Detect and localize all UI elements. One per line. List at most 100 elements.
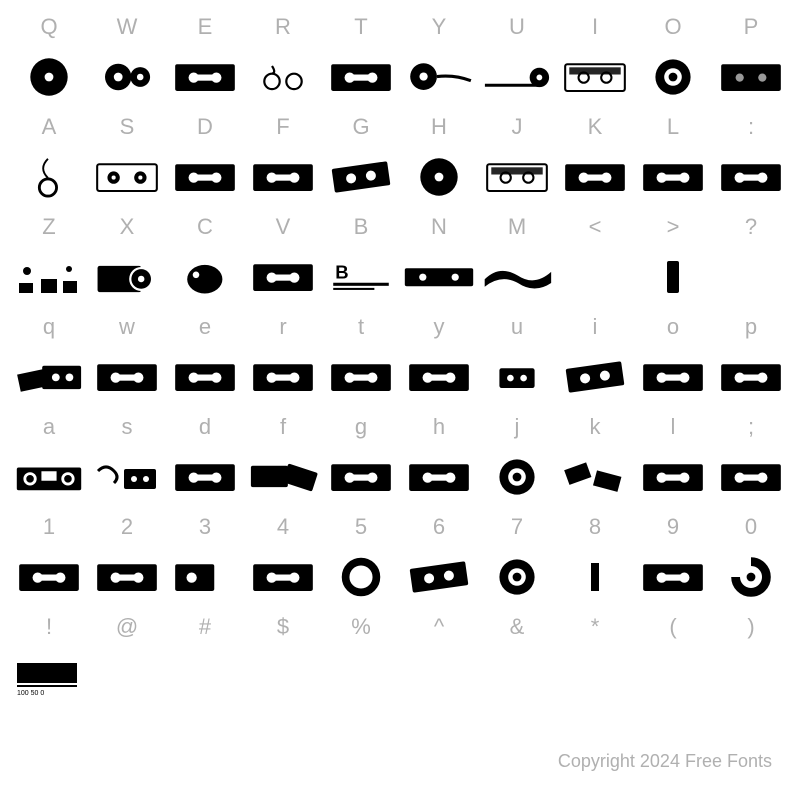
char-label: G bbox=[352, 106, 369, 148]
charmap-cell: p bbox=[712, 306, 790, 406]
glyph-cassette bbox=[322, 348, 400, 406]
charmap-cell: @ bbox=[88, 606, 166, 706]
glyph-meter: 100 50 0 bbox=[10, 648, 88, 706]
char-label: N bbox=[431, 206, 447, 248]
charmap-cell: % bbox=[322, 606, 400, 706]
charmap-cell: Q bbox=[10, 6, 88, 106]
char-label: P bbox=[744, 6, 759, 48]
glyph-cassette bbox=[166, 448, 244, 506]
charmap-cell: D bbox=[166, 106, 244, 206]
glyph-empty bbox=[166, 648, 244, 706]
charmap-cell: W bbox=[88, 6, 166, 106]
char-label: * bbox=[591, 606, 600, 648]
charmap-cell: 2 bbox=[88, 506, 166, 606]
glyph-cassette bbox=[712, 448, 790, 506]
glyph-cassette bbox=[10, 548, 88, 606]
char-label: O bbox=[664, 6, 681, 48]
charmap-cell: A bbox=[10, 106, 88, 206]
charmap-row: qwertyuiop bbox=[10, 306, 790, 406]
char-label: ; bbox=[748, 406, 754, 448]
charmap-cell: 6 bbox=[400, 506, 478, 606]
glyph-label-b: B bbox=[322, 248, 400, 306]
glyph-cassette-tilt bbox=[400, 548, 478, 606]
charmap-cell: N bbox=[400, 206, 478, 306]
char-label: 7 bbox=[511, 506, 523, 548]
charmap-cell: # bbox=[166, 606, 244, 706]
glyph-ring-half bbox=[712, 548, 790, 606]
glyph-empty bbox=[478, 648, 556, 706]
charmap-cell: 7 bbox=[478, 506, 556, 606]
charmap-cell: ? bbox=[712, 206, 790, 306]
char-label: 3 bbox=[199, 506, 211, 548]
svg-text:B: B bbox=[335, 262, 348, 283]
glyph-cassette-tilt bbox=[556, 348, 634, 406]
glyph-cassette-scatter bbox=[556, 448, 634, 506]
charmap-cell: ! 100 50 0 bbox=[10, 606, 88, 706]
char-label: ) bbox=[747, 606, 754, 648]
glyph-cassette bbox=[634, 148, 712, 206]
charmap-cell: ( bbox=[634, 606, 712, 706]
char-label: u bbox=[511, 306, 523, 348]
charmap-cell: J bbox=[478, 106, 556, 206]
char-label: A bbox=[42, 106, 57, 148]
charmap-cell: : bbox=[712, 106, 790, 206]
charmap-row: ZXCVBBNM<>? bbox=[10, 206, 790, 306]
glyph-cassette bbox=[244, 548, 322, 606]
char-label: E bbox=[198, 6, 213, 48]
char-label: X bbox=[120, 206, 135, 248]
charmap-cell: X bbox=[88, 206, 166, 306]
charmap-cell: K bbox=[556, 106, 634, 206]
char-label: > bbox=[667, 206, 680, 248]
char-label: K bbox=[588, 106, 603, 148]
char-label: p bbox=[745, 306, 757, 348]
charmap-cell: 5 bbox=[322, 506, 400, 606]
char-label: H bbox=[431, 106, 447, 148]
glyph-ring bbox=[322, 548, 400, 606]
charmap-cell: r bbox=[244, 306, 322, 406]
charmap-cell: R bbox=[244, 6, 322, 106]
charmap-cell: M bbox=[478, 206, 556, 306]
glyph-stick bbox=[634, 248, 712, 306]
charmap-cell: g bbox=[322, 406, 400, 506]
char-label: 5 bbox=[355, 506, 367, 548]
char-label: S bbox=[120, 106, 135, 148]
glyph-cassette bbox=[166, 348, 244, 406]
glyph-cassette bbox=[88, 548, 166, 606]
glyph-cassette bbox=[712, 148, 790, 206]
glyph-mini bbox=[478, 348, 556, 406]
charmap-row: QWERTYUIOP bbox=[10, 6, 790, 106]
charmap-cell: ^ bbox=[400, 606, 478, 706]
charmap-cell: F bbox=[244, 106, 322, 206]
charmap-cell: 8 bbox=[556, 506, 634, 606]
glyph-cassette bbox=[634, 448, 712, 506]
charmap-cell: ) bbox=[712, 606, 790, 706]
charmap-cell: 1 bbox=[10, 506, 88, 606]
glyph-cassette bbox=[400, 348, 478, 406]
glyph-wheel bbox=[478, 548, 556, 606]
glyph-empty bbox=[244, 648, 322, 706]
glyph-cassette bbox=[634, 548, 712, 606]
glyph-cassette bbox=[322, 448, 400, 506]
glyph-cassette bbox=[712, 348, 790, 406]
charmap-cell: f bbox=[244, 406, 322, 506]
charmap-row: ASDFGHJKL: bbox=[10, 106, 790, 206]
char-label: l bbox=[671, 406, 676, 448]
glyph-reel-small bbox=[244, 48, 322, 106]
charmap-cell: $ bbox=[244, 606, 322, 706]
svg-text:100 50 0: 100 50 0 bbox=[17, 690, 44, 697]
char-label: Y bbox=[432, 6, 447, 48]
glyph-empty bbox=[712, 248, 790, 306]
char-label: Z bbox=[42, 206, 55, 248]
char-label: 0 bbox=[745, 506, 757, 548]
glyph-cassette bbox=[244, 348, 322, 406]
charmap-cell: s bbox=[88, 406, 166, 506]
char-label: R bbox=[275, 6, 291, 48]
char-label: U bbox=[509, 6, 525, 48]
glyph-cassette-pair bbox=[244, 448, 322, 506]
charmap-cell: > bbox=[634, 206, 712, 306]
glyph-swoosh bbox=[478, 248, 556, 306]
charmap-cell: w bbox=[88, 306, 166, 406]
charmap-cell: t bbox=[322, 306, 400, 406]
char-label: t bbox=[358, 306, 364, 348]
char-label: ! bbox=[46, 606, 52, 648]
